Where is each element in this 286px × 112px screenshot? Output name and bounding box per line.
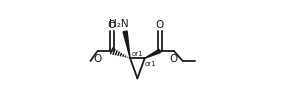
Text: O: O bbox=[156, 20, 164, 30]
Polygon shape bbox=[123, 31, 130, 58]
Text: O: O bbox=[108, 20, 116, 30]
Text: O: O bbox=[94, 54, 102, 64]
Text: O: O bbox=[170, 54, 178, 64]
Polygon shape bbox=[145, 49, 160, 58]
Text: or1: or1 bbox=[132, 51, 143, 57]
Text: or1: or1 bbox=[145, 61, 157, 67]
Text: H₂N: H₂N bbox=[109, 19, 129, 29]
